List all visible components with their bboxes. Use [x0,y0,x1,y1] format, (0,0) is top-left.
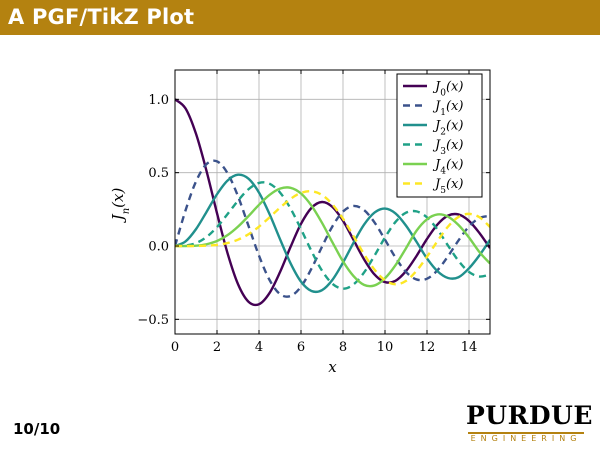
x-tick-label: 2 [213,340,221,355]
y-tick-label: 0.0 [148,240,169,255]
page-number: 10/10 [13,420,61,438]
series-line-2 [175,173,490,294]
purdue-engineering-logo: Purdue ENGINEERING [466,401,593,446]
slide-title: A PGF/TikZ Plot [8,5,195,29]
legend-label-arg: (x) [446,138,463,153]
legend-label-subscript: 1 [440,108,446,118]
y-axis-title-arg: (x) [109,188,127,208]
series-line-4 [175,186,490,288]
legend-label-2: J2(x) [432,119,463,138]
y-axis-title: Jn(x) [109,188,132,224]
legend-label-arg: (x) [446,177,463,192]
legend-label-subscript: 4 [440,167,446,177]
plot-frame [174,69,491,335]
x-tick-label: 6 [297,340,305,355]
x-tick-label: 4 [255,340,263,355]
legend-label-subscript: 0 [440,89,446,99]
x-axis-title: x [328,358,337,376]
series-line-3 [175,181,490,290]
x-tick-label: 8 [339,340,347,355]
logo-rule [468,432,584,434]
y-tick-label: 1.0 [148,93,169,108]
legend-label-arg: (x) [446,99,463,114]
x-tick-label: 0 [171,340,179,355]
bessel-plot: 0 2 4 6 8 10 12 14−0.50.00.51.0xJn(x)J0(x)J1(x)… [109,69,491,376]
legend-label-4: J4(x) [432,158,463,177]
legend-label-subscript: 5 [440,186,446,196]
legend-label-subscript: 2 [440,128,446,138]
series-line-0 [175,98,490,307]
legend-box [396,73,483,198]
legend-label-arg: (x) [446,119,463,134]
y-tick-label: 0.5 [148,166,169,181]
legend-label-5: J5(x) [432,177,463,196]
logo-wordmark: Purdue [466,401,593,430]
legend-label-0: J0(x) [432,80,463,99]
logo-subtitle: ENGINEERING [470,434,582,443]
legend-label-arg: (x) [446,158,463,173]
legend-label-subscript: 3 [440,147,446,157]
x-tick-label: 14 [461,340,478,355]
y-tick-label: −0.5 [137,313,169,328]
x-tick-label: 10 [377,340,394,355]
legend-label-arg: (x) [446,80,463,95]
slide-header: A PGF/TikZ Plot [0,0,600,35]
legend-label-1: J1(x) [432,99,463,118]
legend-label-3: J3(x) [432,138,463,157]
x-tick-label: 12 [419,340,436,355]
series-line-5 [175,190,490,286]
y-axis-title-subscript: n [121,208,132,214]
